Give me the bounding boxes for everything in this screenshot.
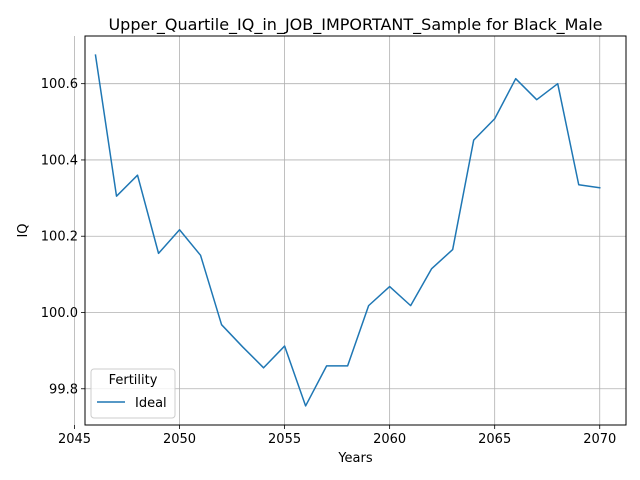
x-tick-label: 2050 <box>163 432 196 447</box>
chart-title: Upper_Quartile_IQ_in_JOB_IMPORTANT_Sampl… <box>108 15 602 35</box>
y-tick-label: 100.4 <box>41 153 78 168</box>
plot-frame <box>84 35 627 426</box>
legend-box <box>90 368 176 419</box>
y-tick-label: 100.2 <box>41 230 78 245</box>
y-axis-title: IQ <box>16 223 31 237</box>
series-line-ideal <box>94 54 601 407</box>
legend-title: Fertility <box>109 373 158 388</box>
y-tick-label: 100.0 <box>41 306 78 321</box>
series-layer <box>94 54 601 407</box>
x-tick-label: 2045 <box>58 432 91 447</box>
x-tick-label: 2065 <box>478 432 511 447</box>
x-axis: 2045 2050 2055 2060 2065 2070 <box>58 425 616 447</box>
legend-label-ideal: Ideal <box>135 396 167 411</box>
y-tick-label: 99.8 <box>49 382 78 397</box>
x-axis-title: Years <box>337 451 373 466</box>
y-tick-label: 100.6 <box>41 77 78 92</box>
legend: Fertility Ideal <box>90 368 176 419</box>
x-tick-label: 2060 <box>373 432 406 447</box>
x-tick-label: 2055 <box>268 432 301 447</box>
x-tick-label: 2070 <box>583 432 616 447</box>
y-axis: 99.8 100.0 100.2 100.4 100.6 <box>41 77 85 397</box>
